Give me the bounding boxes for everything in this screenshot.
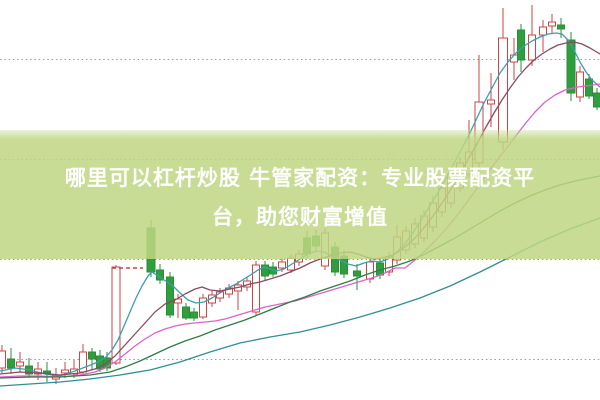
candle-body-down	[43, 370, 51, 374]
candle-body-down	[261, 264, 269, 277]
candle-body-up	[498, 37, 508, 143]
candle-body-up	[174, 298, 182, 304]
candle-body-down	[166, 276, 174, 316]
candle-body-down	[88, 351, 96, 360]
candle-body-up	[208, 294, 216, 304]
candle-body-up	[16, 361, 24, 367]
candle-body-down	[557, 24, 565, 30]
candle-body-up	[252, 264, 260, 313]
candle-body-down	[7, 358, 15, 369]
headline-line-1: 哪里可以杠杆炒股 牛管家配资：专业股票配资平	[64, 165, 536, 190]
candle-body-up	[487, 99, 495, 105]
candle-body-up	[548, 21, 556, 27]
candle-body-down	[517, 29, 525, 61]
candle-body-up	[61, 369, 69, 374]
candle-body-up	[111, 266, 121, 364]
candle-body-down	[585, 78, 593, 97]
candle-body-down	[353, 270, 361, 277]
candle-body-up	[528, 34, 536, 61]
candle-body-up	[199, 297, 207, 318]
candle-body-up	[278, 261, 286, 269]
headline-overlay: 哪里可以杠杆炒股 牛管家配资：专业股票配资平 台，助您财富增值	[0, 130, 600, 259]
candle-body-up	[0, 350, 6, 369]
candle-body-up	[539, 26, 547, 36]
headline-line-2: 台，助您财富增值	[212, 204, 388, 229]
candle-body-up	[366, 261, 374, 280]
candle-body-down	[190, 311, 198, 319]
candle-body-down	[566, 39, 576, 94]
ma-line-cyan-slow	[0, 217, 600, 387]
candle-body-up	[576, 71, 584, 98]
candle-body-down	[593, 92, 600, 108]
candle-body-down	[182, 306, 190, 319]
